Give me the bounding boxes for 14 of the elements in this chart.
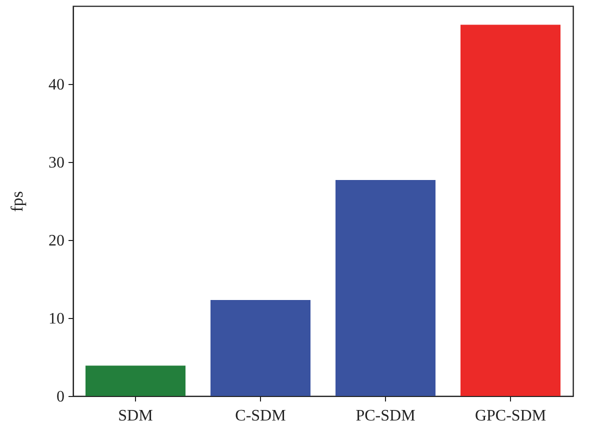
y-tick-label: 40 bbox=[48, 76, 64, 94]
x-tick-label: GPC-SDM bbox=[474, 408, 546, 424]
bar bbox=[460, 24, 560, 396]
y-tick-label: 0 bbox=[56, 388, 64, 406]
y-tick-label: 20 bbox=[48, 232, 64, 250]
y-tick-label: 30 bbox=[48, 154, 64, 172]
x-tick-label: PC-SDM bbox=[356, 408, 416, 424]
x-tick-label: SDM bbox=[118, 408, 153, 424]
y-tick-label: 10 bbox=[48, 310, 64, 328]
bar bbox=[86, 366, 186, 396]
bar bbox=[210, 300, 310, 396]
x-tick-label: C-SDM bbox=[235, 408, 286, 424]
bar bbox=[336, 180, 436, 396]
y-axis-title: fps bbox=[8, 191, 26, 212]
